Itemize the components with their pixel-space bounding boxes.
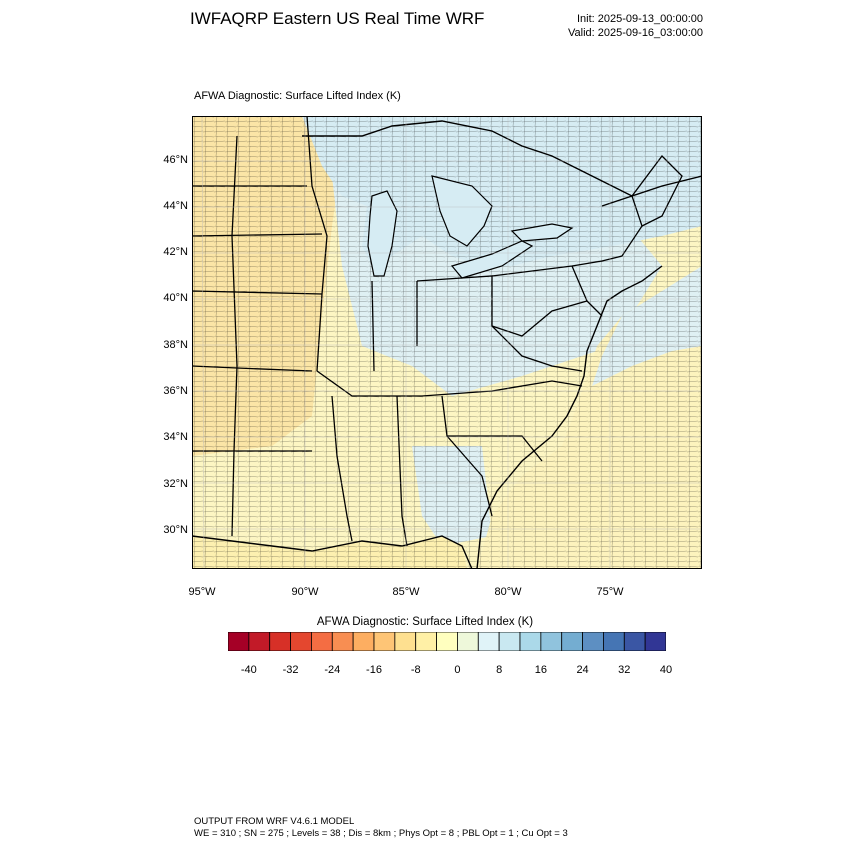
canada-border <box>302 120 702 197</box>
graticule <box>192 116 702 569</box>
colorbar-swatch <box>519 632 542 651</box>
colorbar-tick-label: 16 <box>534 664 547 676</box>
colorbar-swatch <box>228 632 250 651</box>
lat-label: 40°N <box>163 292 188 304</box>
colorbar-tick-label: -24 <box>324 664 341 676</box>
colorbar-swatch <box>540 632 563 651</box>
map-border <box>192 116 702 569</box>
lat-label: 38°N <box>163 339 188 351</box>
colorbar-swatch <box>311 632 333 651</box>
lon-label: 75°W <box>596 586 624 598</box>
model-settings-footer: WE = 310 ; SN = 275 ; Levels = 38 ; Dis … <box>194 828 568 839</box>
lat-label: 44°N <box>163 200 188 212</box>
colorbar-title: AFWA Diagnostic: Surface Lifted Index (K… <box>316 616 534 628</box>
colorbar-swatch <box>415 632 437 651</box>
lon-label: 95°W <box>188 586 216 598</box>
colorbar-swatch <box>561 632 583 651</box>
colorbar <box>228 632 666 651</box>
plot-title: AFWA Diagnostic: Surface Lifted Index (K… <box>194 90 401 102</box>
lat-label: 46°N <box>163 154 188 166</box>
colorbar-tick-label: 32 <box>618 664 631 676</box>
colorbar-swatch <box>373 632 396 651</box>
lake-ontario <box>510 223 574 242</box>
colorbar-swatch <box>457 632 479 651</box>
valid-time: Valid: 2025-09-16_03:00:00 <box>568 27 703 39</box>
state-boundaries <box>192 116 683 547</box>
lon-label: 85°W <box>392 586 420 598</box>
lon-label: 90°W <box>291 586 319 598</box>
colorbar-tick-label: 24 <box>576 664 589 676</box>
colorbar-swatch <box>352 632 375 651</box>
colorbar-tick-label: 40 <box>659 664 673 676</box>
lat-label: 30°N <box>163 524 188 536</box>
lat-label: 36°N <box>163 385 188 397</box>
lat-label: 42°N <box>163 246 188 258</box>
colorbar-swatch <box>603 632 625 651</box>
colorbar-swatch <box>436 632 458 651</box>
colorbar-swatch <box>394 632 417 651</box>
colorbar-swatch <box>498 632 521 651</box>
main-title: IWFAQRP Eastern US Real Time WRF <box>190 9 485 28</box>
lake-michigan <box>367 190 398 277</box>
lake-huron <box>431 175 493 247</box>
colorbar-swatch <box>477 632 500 651</box>
colorbar-swatch <box>582 632 604 651</box>
colorbar-tick-label: 0 <box>454 664 461 676</box>
colorbar-swatch <box>623 632 646 651</box>
colorbar-swatch <box>290 632 312 651</box>
colorbar-tick-label: -40 <box>240 664 257 676</box>
lat-label: 34°N <box>163 431 188 443</box>
colorbar-tick-label: 8 <box>496 664 503 676</box>
colorbar-swatch <box>331 632 354 651</box>
map-panel <box>192 116 702 569</box>
lat-label: 32°N <box>163 478 188 490</box>
colorbar-tick-label: -8 <box>410 664 421 676</box>
colorbar-tick-label: -16 <box>366 664 382 676</box>
model-footer: OUTPUT FROM WRF V4.6.1 MODEL <box>194 816 355 827</box>
colorbar-swatch <box>248 632 271 651</box>
init-time: Init: 2025-09-13_00:00:00 <box>577 13 703 25</box>
colorbar-swatch <box>269 632 291 651</box>
colorbar-swatch <box>644 632 666 651</box>
lon-label: 80°W <box>494 586 522 598</box>
gulf-coastline <box>192 535 473 569</box>
colorbar-tick-label: -32 <box>282 664 299 676</box>
